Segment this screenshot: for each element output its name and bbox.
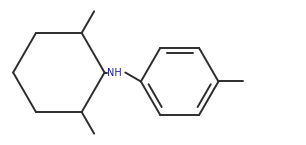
Text: NH: NH	[107, 68, 122, 77]
